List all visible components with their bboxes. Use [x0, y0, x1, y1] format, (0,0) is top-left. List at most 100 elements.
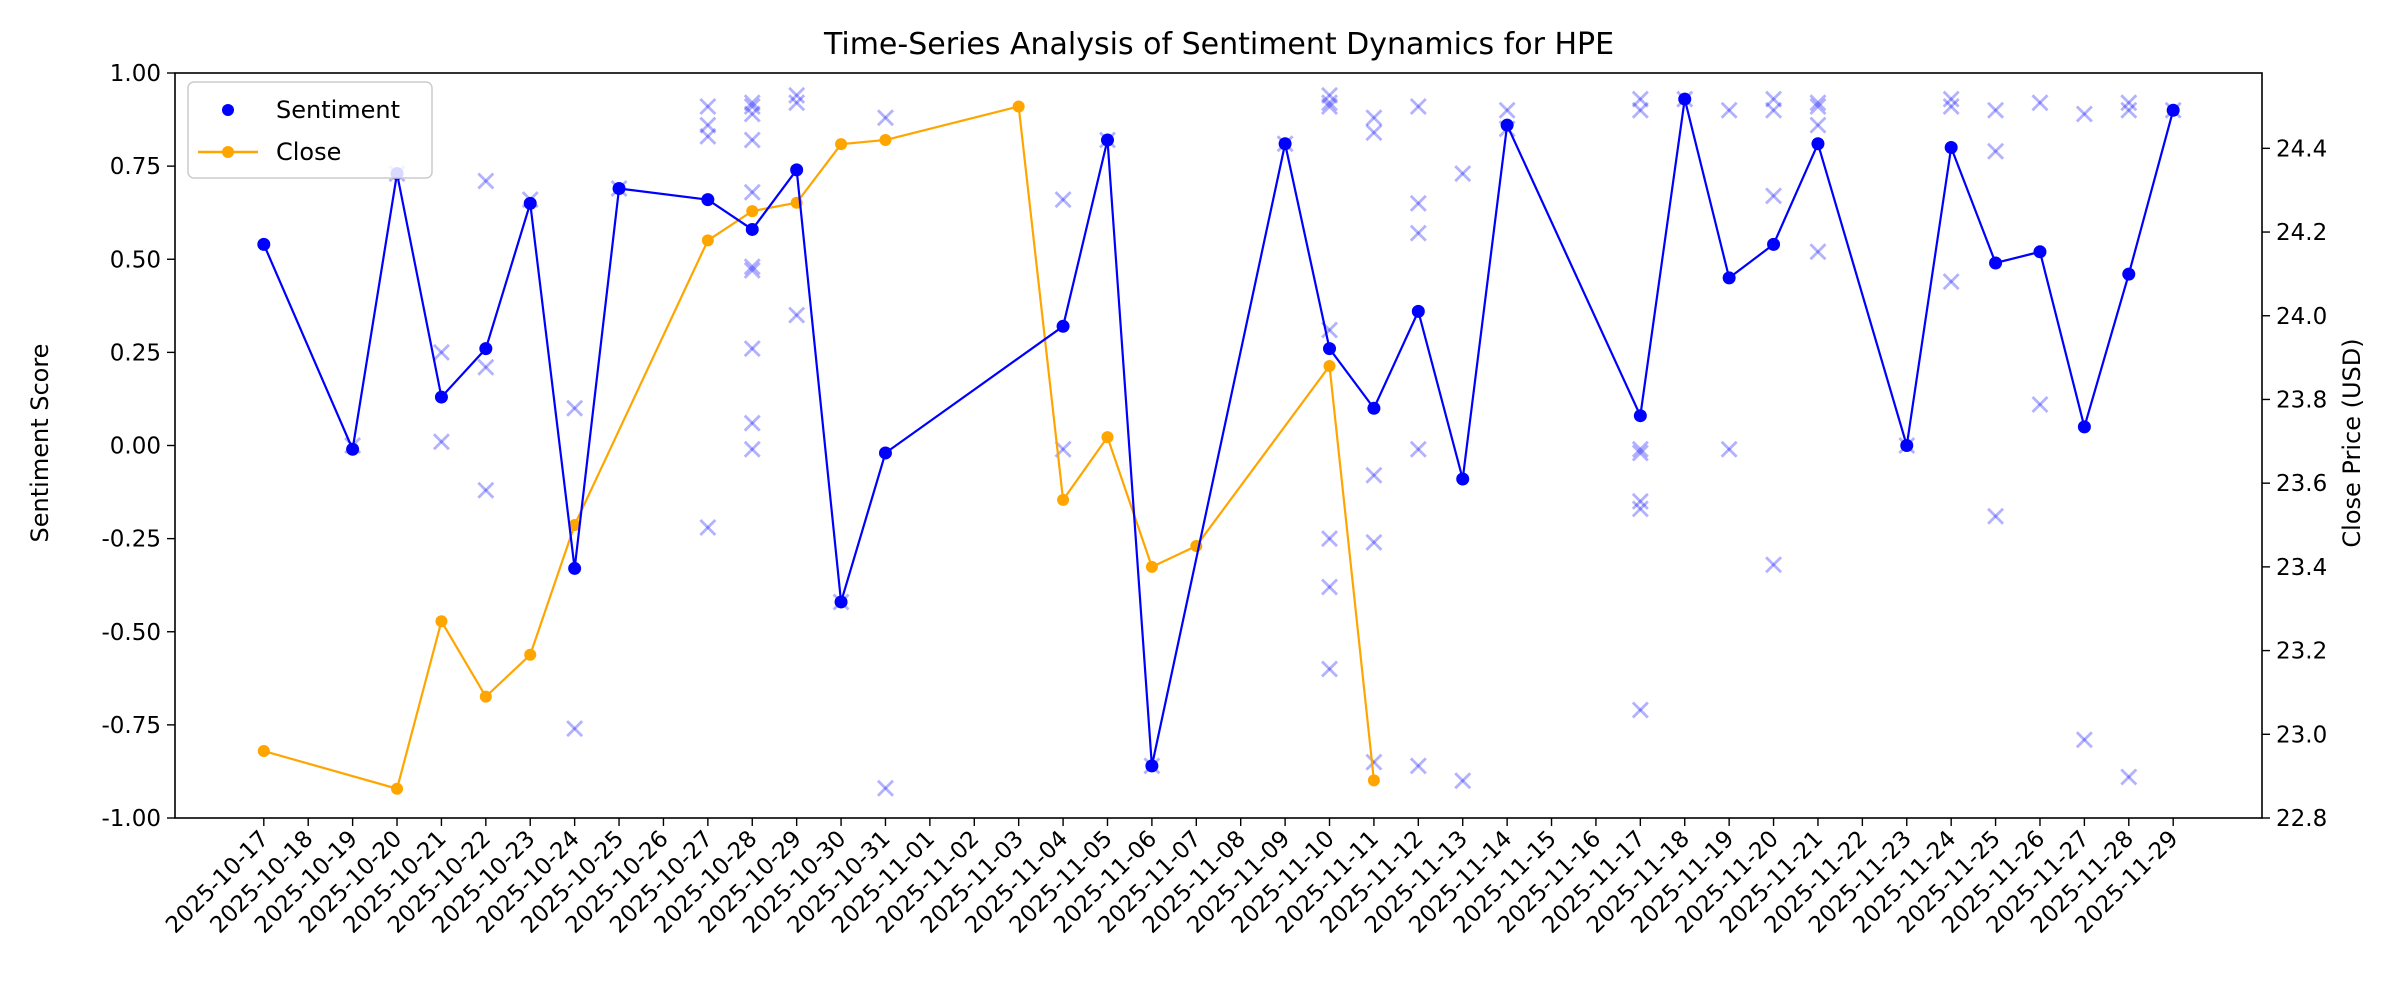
sentiment-point — [1323, 342, 1337, 356]
sentiment-point — [1900, 439, 1914, 452]
x-stroke — [1365, 109, 1383, 127]
x-stroke — [699, 116, 717, 134]
x-stroke — [1321, 94, 1339, 112]
raw-sentiment-x-marker — [1409, 194, 1427, 212]
x-stroke — [788, 94, 806, 112]
raw-sentiment-x-marker — [2031, 94, 2049, 112]
x-stroke — [1631, 101, 1649, 119]
y2-tick-label: 22.8 — [2276, 806, 2327, 832]
x-stroke — [1809, 98, 1827, 116]
x-stroke — [477, 358, 495, 376]
raw-sentiment-x-marker — [788, 86, 806, 104]
x-stroke — [2120, 101, 2138, 119]
x-stroke — [876, 779, 894, 797]
x-stroke — [743, 258, 761, 276]
x-stroke — [1942, 98, 1960, 116]
raw-sentiment-x-marker — [743, 258, 761, 276]
x-stroke — [1365, 124, 1383, 142]
raw-sentiment-x-marker — [2120, 768, 2138, 786]
x-stroke — [1498, 101, 1516, 119]
raw-sentiment-x-marker — [1765, 187, 1783, 205]
sentiment-point — [1722, 271, 1736, 285]
x-stroke — [743, 440, 761, 458]
raw-sentiment-x-marker — [743, 105, 761, 123]
x-stroke — [1942, 273, 1960, 291]
x-stroke — [1365, 109, 1383, 127]
x-stroke — [1631, 440, 1649, 458]
x-stroke — [477, 481, 495, 499]
x-stroke — [1409, 98, 1427, 116]
x-stroke — [1409, 194, 1427, 212]
x-stroke — [2075, 105, 2093, 123]
raw-sentiment-x-marker — [1498, 101, 1516, 119]
x-stroke — [743, 183, 761, 201]
sentiment-point — [1811, 137, 1825, 151]
sentiment-point — [2077, 420, 2091, 434]
legend-box — [187, 81, 433, 179]
x-stroke — [1720, 440, 1738, 458]
y2-tick-label: 24.2 — [2276, 220, 2327, 246]
raw-sentiment-x-marker — [432, 433, 450, 451]
raw-sentiment-x-marker — [743, 131, 761, 149]
y-tick-label: 0.25 — [110, 340, 161, 366]
x-stroke — [743, 340, 761, 358]
x-stroke — [566, 720, 584, 738]
axes: -1.00 -0.75 -0.50 -0.25 0.00 0.25 0.50 0.75 1.00… — [101, 61, 2327, 939]
x-stroke — [1409, 757, 1427, 775]
raw-sentiment-x-marker — [1765, 90, 1783, 108]
x-stroke — [1321, 660, 1339, 678]
raw-sentiment-x-marker — [1987, 507, 2005, 525]
sentiment-point — [1456, 472, 1470, 486]
x-stroke — [1631, 701, 1649, 719]
x-stroke — [1054, 191, 1072, 209]
y-tick-label: 0.75 — [110, 154, 161, 180]
x-stroke — [1454, 772, 1472, 790]
raw-sentiment-x-marker — [743, 440, 761, 458]
x-stroke — [1987, 101, 2005, 119]
close-price-point — [524, 648, 537, 661]
x-stroke — [1631, 492, 1649, 510]
close-price-point — [257, 745, 270, 758]
sentiment-point — [612, 181, 626, 195]
raw-sentiment-x-marker — [1942, 98, 1960, 116]
sentiment-point — [1944, 141, 1958, 154]
x-stroke — [743, 94, 761, 112]
x-stroke — [1987, 507, 2005, 525]
x-stroke — [2031, 396, 2049, 414]
x-stroke — [1631, 444, 1649, 462]
close-price-point — [835, 138, 848, 151]
close-price-series — [257, 100, 1380, 795]
x-stroke — [743, 414, 761, 432]
sentiment-point — [1633, 409, 1647, 423]
x-stroke — [1809, 116, 1827, 134]
x-stroke — [1365, 124, 1383, 142]
x-stroke — [1409, 440, 1427, 458]
sentiment-point — [1989, 256, 2003, 270]
x-stroke — [1765, 90, 1783, 108]
sentiment-point — [878, 446, 892, 460]
raw-sentiment-x-marker — [1765, 556, 1783, 574]
x-stroke — [699, 98, 717, 116]
sentiment-point — [1056, 319, 1070, 333]
x-stroke — [699, 127, 717, 145]
raw-sentiment-x-marker — [477, 172, 495, 190]
x-stroke — [2120, 101, 2138, 119]
raw-sentiment-x-marker — [1631, 500, 1649, 518]
x-stroke — [1809, 243, 1827, 261]
close-price-point — [435, 615, 448, 628]
raw-sentiment-x-marker — [1321, 98, 1339, 116]
x-stroke — [699, 127, 717, 145]
x-stroke — [1809, 98, 1827, 116]
sentiment-line — [262, 98, 2175, 767]
x-stroke — [1809, 94, 1827, 112]
raw-sentiment-x-marker — [1942, 90, 1960, 108]
x-stroke — [1942, 90, 1960, 108]
x-stroke — [876, 109, 894, 127]
x-stroke — [1765, 556, 1783, 574]
raw-sentiment-x-marker — [1365, 124, 1383, 142]
x-stroke — [477, 172, 495, 190]
close-price-point — [701, 234, 714, 247]
x-stroke — [699, 98, 717, 116]
raw-sentiment-x-marker — [1409, 757, 1427, 775]
raw-sentiment-x-marker — [477, 481, 495, 499]
